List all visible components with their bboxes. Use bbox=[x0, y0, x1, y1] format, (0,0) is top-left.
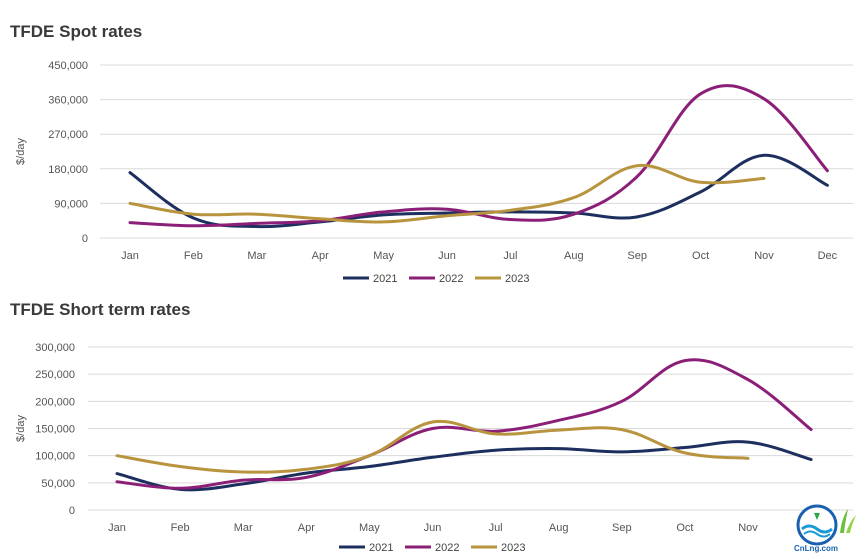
legend-label: 2021 bbox=[373, 273, 397, 285]
x-tick-label: Apr bbox=[298, 522, 315, 534]
legend-label: 2023 bbox=[505, 273, 529, 285]
logo-text: CnLng.com bbox=[794, 544, 838, 553]
series-line-2023 bbox=[128, 163, 766, 224]
x-tick-label: Jun bbox=[438, 250, 456, 262]
y-tick-label: 250,000 bbox=[35, 369, 75, 381]
y-tick-label: 200,000 bbox=[35, 396, 75, 408]
series-line-2021 bbox=[115, 440, 813, 492]
x-tick-label: Dec bbox=[818, 250, 838, 262]
legend-label: 2023 bbox=[501, 542, 525, 554]
x-tick-label: Nov bbox=[738, 522, 758, 534]
y-tick-label: 450,000 bbox=[48, 60, 88, 72]
x-tick-label: Jan bbox=[121, 250, 139, 262]
legend-label: 2022 bbox=[435, 542, 459, 554]
chart-title-spot: TFDE Spot rates bbox=[10, 22, 143, 41]
x-tick-label: Aug bbox=[549, 522, 569, 534]
legend: 2021 2022 2023 bbox=[339, 542, 525, 554]
y-axis-label: $/day bbox=[15, 415, 27, 442]
x-tick-label: Sep bbox=[612, 522, 632, 534]
y-axis-label: $/day bbox=[15, 138, 27, 165]
x-tick-label: Mar bbox=[247, 250, 266, 262]
series-line-2022 bbox=[115, 358, 813, 490]
y-tick-label: 0 bbox=[82, 233, 88, 245]
plot-area: 0 50,000 100,000 150,000 200,000 250,000 300,0… bbox=[15, 342, 853, 534]
y-tick-label: 50,000 bbox=[41, 478, 75, 490]
y-tick-label: 90,000 bbox=[54, 198, 88, 210]
x-tick-label: Aug bbox=[564, 250, 584, 262]
series-line-2023 bbox=[115, 419, 750, 474]
x-tick-label: May bbox=[373, 250, 394, 262]
x-tick-label: Oct bbox=[692, 250, 709, 262]
y-tick-label: 100,000 bbox=[35, 451, 75, 463]
x-tick-label: Jul bbox=[503, 250, 517, 262]
x-tick-label: Jul bbox=[489, 522, 503, 534]
legend: 2021 2022 2023 bbox=[343, 273, 529, 285]
legend-label: 2021 bbox=[369, 542, 393, 554]
x-tick-label: Feb bbox=[184, 250, 203, 262]
x-tick-label: May bbox=[359, 522, 380, 534]
x-tick-label: Apr bbox=[312, 250, 329, 262]
legend-label: 2022 bbox=[439, 273, 463, 285]
y-tick-label: 300,000 bbox=[35, 342, 75, 354]
x-tick-label: Feb bbox=[171, 522, 190, 534]
x-tick-label: Nov bbox=[754, 250, 774, 262]
x-tick-label: Sep bbox=[627, 250, 647, 262]
chart-title-short-term: TFDE Short term rates bbox=[10, 300, 191, 319]
y-tick-label: 150,000 bbox=[35, 424, 75, 436]
x-tick-label: Oct bbox=[676, 522, 693, 534]
x-tick-label: Jan bbox=[108, 522, 126, 534]
x-tick-label: Jun bbox=[424, 522, 442, 534]
plot-area: 0 90,000 180,000 270,000 360,000 450,000 $/day… bbox=[15, 60, 853, 262]
spot-rates-chart: 0 90,000 180,000 270,000 360,000 450,000 $/day… bbox=[15, 60, 853, 285]
series-line-2022 bbox=[128, 84, 829, 228]
x-tick-label: Mar bbox=[234, 522, 253, 534]
y-tick-label: 0 bbox=[69, 505, 75, 517]
cnlng-logo: CnLng.com bbox=[794, 504, 856, 553]
y-tick-label: 270,000 bbox=[48, 129, 88, 141]
y-tick-label: 360,000 bbox=[48, 95, 88, 107]
y-tick-label: 180,000 bbox=[48, 164, 88, 176]
short-term-rates-chart: 0 50,000 100,000 150,000 200,000 250,000 300,0… bbox=[15, 342, 853, 554]
